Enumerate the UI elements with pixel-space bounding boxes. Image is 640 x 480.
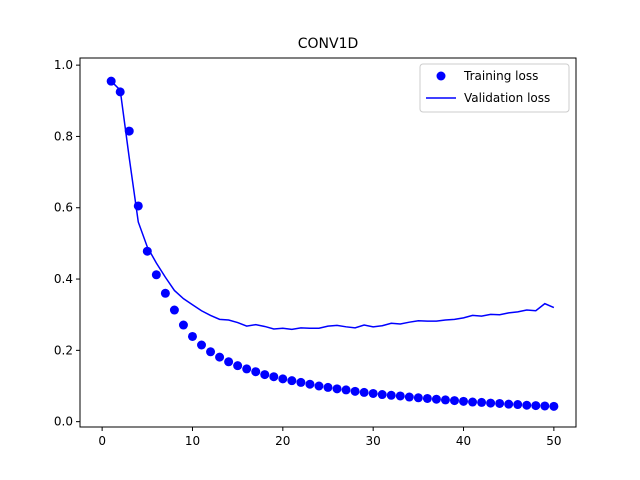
chart-title: CONV1D (298, 36, 359, 52)
training-loss-point (468, 397, 478, 407)
training-loss-point (269, 372, 279, 382)
training-loss-point (305, 379, 315, 389)
training-loss-point (540, 401, 550, 411)
training-loss-point (504, 399, 514, 409)
training-loss-point (341, 385, 351, 395)
legend-label: Validation loss (464, 91, 550, 105)
training-loss-point (404, 392, 414, 402)
axes-frame (79, 57, 577, 428)
training-loss-point (413, 393, 423, 403)
y-tick-label: 0.6 (54, 201, 73, 215)
training-loss-point (296, 377, 306, 387)
y-tick-label: 0.2 (54, 343, 73, 357)
x-tick-label: 30 (366, 434, 381, 448)
training-loss-point (323, 382, 333, 392)
legend-marker-training (436, 71, 446, 81)
training-loss-point (477, 397, 487, 407)
y-tick-label: 0.0 (54, 415, 73, 429)
training-loss-point (513, 400, 523, 410)
training-loss-point (278, 374, 288, 384)
training-loss-point (440, 395, 450, 405)
training-loss-point (459, 396, 469, 406)
training-loss-point (106, 76, 116, 86)
legend-box (419, 63, 570, 113)
training-loss-point (522, 400, 532, 410)
training-loss-point (332, 384, 342, 394)
training-loss-point (206, 347, 216, 357)
training-loss-point (549, 401, 559, 411)
training-loss-point (242, 364, 252, 374)
training-loss-point (368, 388, 378, 398)
training-loss-point (151, 270, 161, 280)
training-loss-point (142, 246, 152, 256)
training-loss-point (359, 387, 369, 397)
legend: Training loss Validation loss (419, 63, 570, 113)
training-loss-point (486, 398, 496, 408)
training-loss-point (169, 305, 179, 315)
training-loss-point (251, 367, 261, 377)
training-loss-point (178, 320, 188, 330)
training-loss-point (495, 398, 505, 408)
axes-layer (79, 57, 577, 428)
training-loss-point (224, 357, 234, 367)
training-loss-point (287, 376, 297, 386)
x-ticks: 0 10 20 30 40 50 (98, 427, 562, 448)
x-tick-label: 20 (275, 434, 290, 448)
training-loss-point (449, 396, 459, 406)
training-loss-point (422, 393, 432, 403)
x-tick-label: 40 (456, 434, 471, 448)
training-loss-point (115, 87, 125, 97)
y-tick-label: 0.4 (54, 272, 73, 286)
training-loss-point (431, 394, 441, 404)
legend-label: Training loss (463, 69, 538, 83)
training-loss-point (260, 370, 270, 380)
training-loss-point (215, 352, 225, 362)
training-loss-point (160, 288, 170, 298)
training-loss-point (187, 331, 197, 341)
training-loss-point (314, 381, 324, 391)
training-loss-point (531, 401, 541, 411)
y-ticks: 0.0 0.2 0.4 0.6 0.8 1.0 (54, 58, 80, 429)
plot-layer (106, 76, 559, 411)
y-tick-label: 1.0 (54, 58, 73, 72)
training-loss-point (386, 390, 396, 400)
training-loss-point (233, 361, 243, 371)
training-loss-point (133, 201, 143, 211)
y-tick-label: 0.8 (54, 129, 73, 143)
validation-loss-line (110, 80, 555, 331)
training-loss-point (350, 386, 360, 396)
training-loss-point (377, 390, 387, 400)
training-loss-point (395, 391, 405, 401)
training-loss-point (197, 340, 207, 350)
training-loss-point (124, 126, 134, 136)
x-tick-label: 0 (98, 434, 106, 448)
x-tick-label: 10 (185, 434, 200, 448)
x-tick-label: 50 (546, 434, 561, 448)
